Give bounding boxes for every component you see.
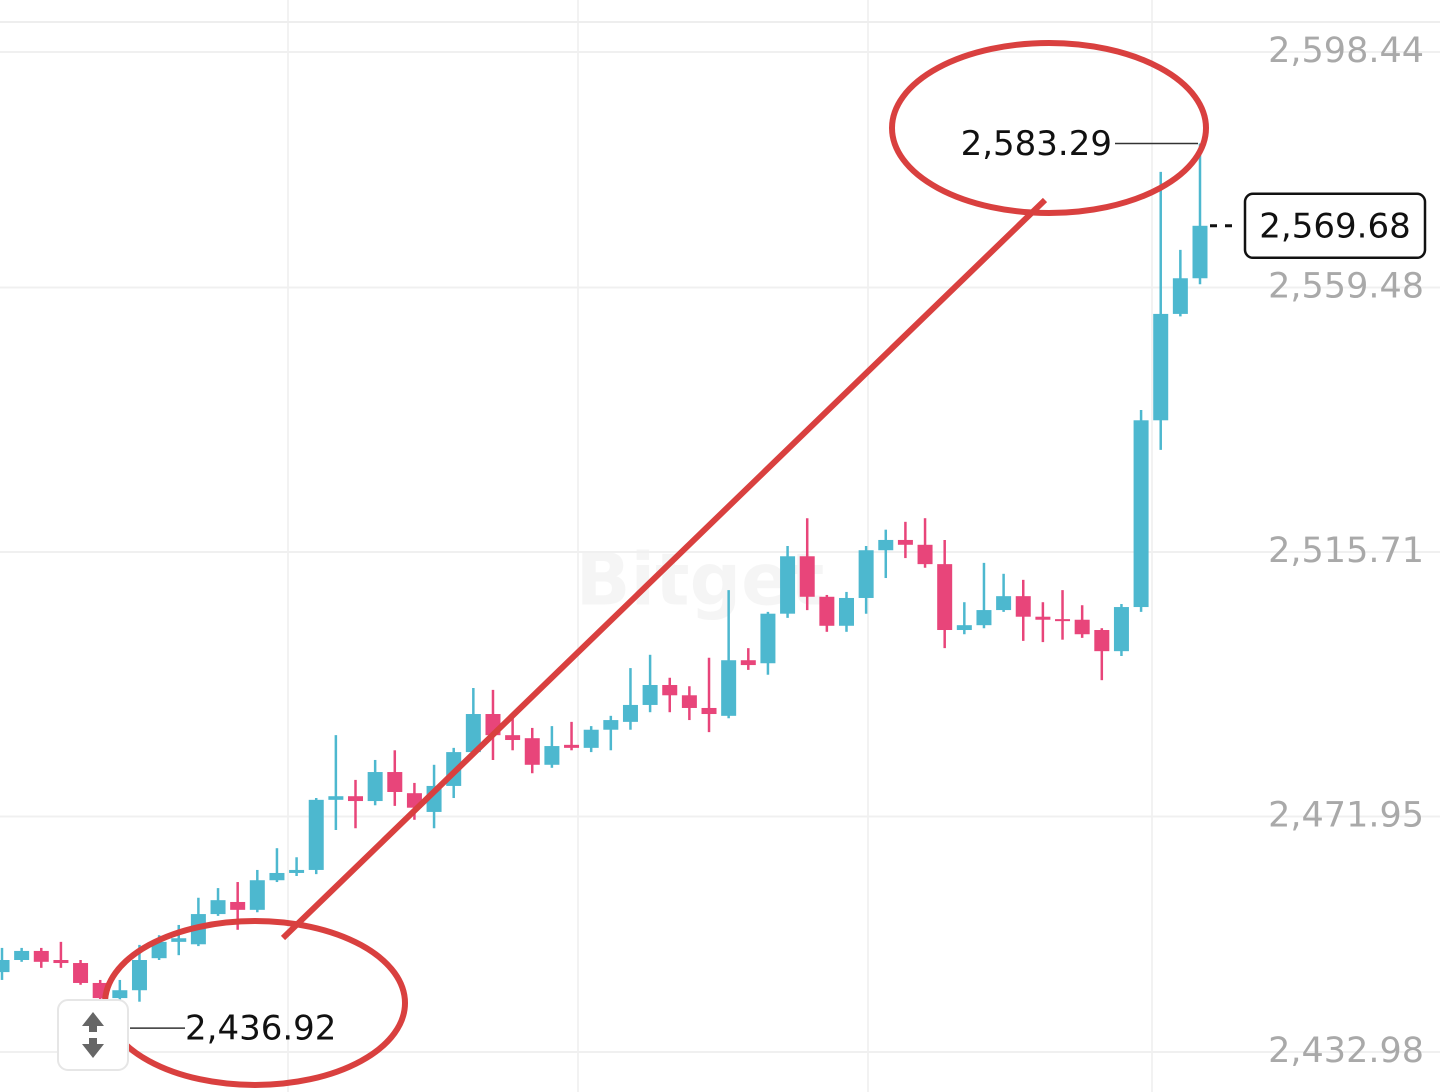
candle-body: [799, 556, 815, 597]
candle-body: [642, 685, 658, 705]
candle-body: [721, 660, 737, 716]
low-label: 2,436.92: [185, 1009, 336, 1049]
candle-body: [0, 960, 10, 973]
candle-body: [465, 714, 481, 753]
candle-body: [740, 660, 756, 666]
last-price-box: [1243, 192, 1427, 260]
candle-body: [564, 744, 580, 748]
candle-body: [1055, 619, 1071, 622]
labels: 2,598.44 2,559.48 2,515.71 2,471.95 2,432.98…: [130, 31, 1427, 1071]
candle-body: [249, 880, 265, 910]
candle-body: [1074, 619, 1090, 635]
grid: [0, 50, 1440, 1053]
y-tick-label: 2,515.71: [1268, 531, 1424, 571]
candle-body: [367, 772, 383, 802]
candle-body: [819, 596, 835, 626]
candle-body: [701, 707, 717, 715]
candle-body: [1133, 420, 1149, 608]
candle-body: [838, 597, 854, 626]
candle-body: [780, 556, 796, 614]
candle-body: [583, 729, 599, 748]
y-tick-label: 2,432.98: [1268, 1031, 1424, 1071]
candle-body: [1153, 313, 1169, 421]
candle-body: [328, 796, 344, 800]
candle-body: [897, 539, 913, 545]
candle-body: [308, 799, 324, 870]
candle-body: [269, 872, 285, 881]
candle-body: [524, 738, 540, 765]
scale-button[interactable]: [57, 999, 129, 1071]
candle-body: [53, 960, 69, 964]
highlight-ellipse: [102, 918, 408, 1088]
candle-body: [1192, 225, 1208, 279]
candle-body: [505, 735, 521, 741]
highlight-ellipse: [889, 40, 1209, 216]
vertical-grid: [287, 0, 1153, 1092]
candle-body: [289, 869, 305, 873]
y-tick-label: 2,598.44: [1268, 31, 1424, 71]
candle-body: [956, 625, 972, 631]
candle-body: [937, 564, 953, 631]
last-price-label: 2,569.68: [1259, 206, 1410, 246]
trend-line: [280, 197, 1048, 941]
candle-body: [878, 539, 894, 551]
candle-body: [131, 960, 147, 991]
y-tick-label: 2,471.95: [1268, 795, 1424, 835]
button-icon[interactable]: [82, 1012, 104, 1058]
candle-body: [760, 613, 776, 664]
candle-body: [681, 695, 697, 708]
candle-body: [230, 901, 246, 910]
candles: [0, 143, 1208, 1002]
candle-body: [622, 704, 638, 722]
candle-body: [996, 596, 1012, 611]
button-frame[interactable]: [57, 999, 129, 1071]
candle-body: [348, 796, 364, 802]
candle-body: [33, 950, 49, 962]
candle-body: [210, 900, 226, 915]
candle-body: [171, 938, 187, 942]
candle-body: [976, 610, 992, 626]
candle-body: [151, 941, 167, 959]
high-label: 2,583.29: [961, 124, 1112, 164]
candle-body: [1172, 278, 1188, 314]
candle-body: [112, 990, 128, 999]
candle-body: [917, 544, 933, 565]
candle-body: [1094, 630, 1110, 652]
candle-body: [662, 685, 678, 696]
candle-body: [73, 963, 89, 983]
candle-body: [1015, 596, 1031, 617]
candle-body: [14, 950, 30, 961]
candle-body: [387, 772, 403, 792]
candle-body: [544, 746, 560, 765]
candle-body: [858, 550, 874, 598]
y-tick-label: 2,559.48: [1268, 266, 1424, 306]
candle-body: [603, 720, 619, 730]
candle-body: [1035, 616, 1051, 620]
candle-body: [1113, 607, 1129, 652]
